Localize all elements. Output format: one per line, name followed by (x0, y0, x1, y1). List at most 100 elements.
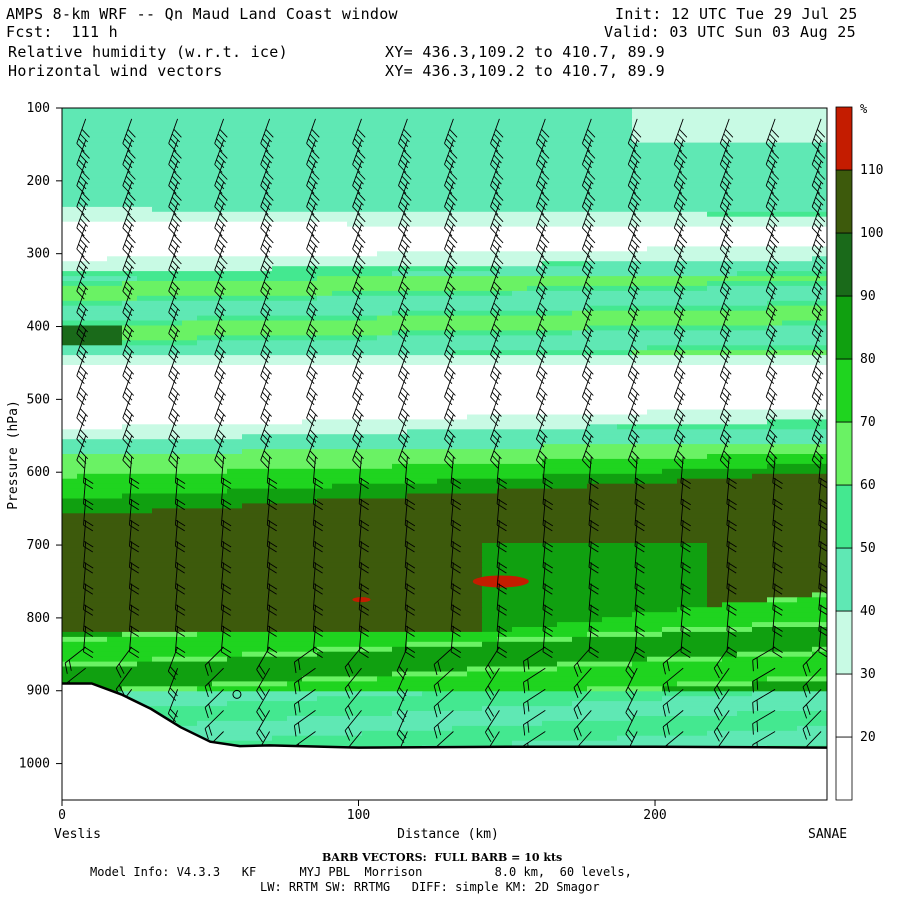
wind-barb (535, 224, 550, 258)
rh-cell (62, 730, 363, 737)
rh-cell (647, 656, 723, 663)
rh-cell (497, 266, 827, 272)
wind-barb (122, 308, 135, 342)
wind-barb (444, 161, 458, 194)
wind-barb (581, 203, 596, 237)
rh-cell (62, 666, 468, 672)
wind-barb (719, 118, 734, 152)
rh-cell (62, 607, 483, 613)
rh-cell (362, 730, 708, 737)
wind-barb (811, 161, 826, 194)
rh-cell (62, 236, 827, 242)
forecast-hour: Fcst: 111 h (6, 23, 118, 41)
wind-barb (673, 414, 686, 448)
wind-barb (352, 308, 364, 342)
rh-cell (512, 290, 827, 297)
rh-cell (647, 409, 827, 415)
rh-cell (62, 458, 543, 465)
rh-cell (62, 315, 198, 322)
wind-barb (214, 308, 226, 342)
rh-cell (62, 646, 318, 653)
wind-barb (627, 435, 640, 469)
wind-barb (204, 646, 224, 676)
rh-cell (62, 473, 78, 480)
wind-barb (625, 668, 638, 701)
wind-barb (398, 203, 412, 237)
rh-cell (497, 488, 827, 495)
rh-cell (62, 167, 827, 173)
wind-barb (535, 330, 548, 363)
wind-barb (204, 710, 224, 740)
colorbar-label: 30 (860, 667, 876, 682)
wind-barb (811, 203, 826, 237)
wind-barb (214, 224, 228, 258)
wind-barb (535, 351, 548, 385)
wind-barb (627, 414, 640, 448)
wind-barb (398, 287, 410, 321)
wind-barb (627, 330, 640, 363)
rh-cell (632, 612, 827, 618)
rh-cell (62, 384, 827, 391)
wind-barb (765, 161, 780, 194)
rh-cell (512, 627, 663, 633)
rh-cell (62, 483, 333, 490)
wind-barb (627, 308, 640, 342)
wind-barb (535, 266, 548, 300)
rh-cell (707, 602, 723, 608)
barb-note: BARB VECTORS: FULL BARB = 10 kts (322, 851, 563, 864)
colorbar-swatch (835, 736, 853, 801)
wind-barb (802, 667, 822, 698)
wind-barb (398, 182, 412, 216)
wind-barb (485, 689, 500, 721)
wind-barb (214, 266, 226, 300)
rh-over-110-patch (472, 575, 529, 588)
wind-barb (76, 224, 90, 258)
x-axis-label: Distance (km) (397, 827, 499, 842)
wind-barb (490, 372, 502, 406)
wind-barb (627, 266, 640, 300)
wind-barb (490, 118, 504, 152)
rh-cell (62, 597, 483, 603)
wind-barb (398, 224, 412, 258)
wind-barb (168, 203, 182, 237)
rh-cell (62, 379, 827, 386)
rh-cell (62, 276, 138, 282)
wind-barb (76, 308, 89, 342)
rh-cell (152, 206, 827, 213)
rh-cell (797, 597, 827, 603)
wind-barb (673, 266, 686, 300)
wind-barbs (64, 118, 827, 765)
rh-cell (62, 547, 483, 554)
rh-cell (62, 419, 303, 425)
rh-cell (482, 607, 678, 613)
colorbar-swatch (835, 358, 853, 423)
rh-cell (62, 137, 633, 144)
wind-barb (485, 710, 500, 743)
valid-time: Valid: 03 UTC Sun 03 Aug 25 (604, 23, 856, 41)
wind-barb (490, 266, 502, 300)
wind-barb (662, 688, 684, 717)
rh-cell (197, 686, 588, 692)
wind-barb (673, 287, 686, 321)
rh-cell (467, 666, 558, 672)
wind-barb (168, 308, 181, 342)
rh-cell (152, 656, 228, 663)
wind-barb (352, 161, 366, 194)
wind-barb (673, 308, 686, 342)
wind-barb (398, 393, 410, 427)
rh-cell (482, 557, 708, 564)
wind-barb (581, 414, 594, 448)
wind-barb (433, 710, 454, 739)
wind-barb (581, 266, 594, 300)
rh-cell (752, 681, 827, 687)
wind-barb (260, 161, 274, 194)
y-tick-label: 100 (27, 101, 50, 116)
plot-frame (61, 107, 828, 801)
colorbar-swatch (835, 610, 853, 675)
wind-barb (260, 139, 274, 173)
wind-barb (122, 245, 136, 279)
rh-cell (62, 360, 827, 366)
wind-barb (765, 308, 778, 342)
rh-cell (62, 503, 243, 509)
y-tick-label: 800 (27, 611, 50, 626)
